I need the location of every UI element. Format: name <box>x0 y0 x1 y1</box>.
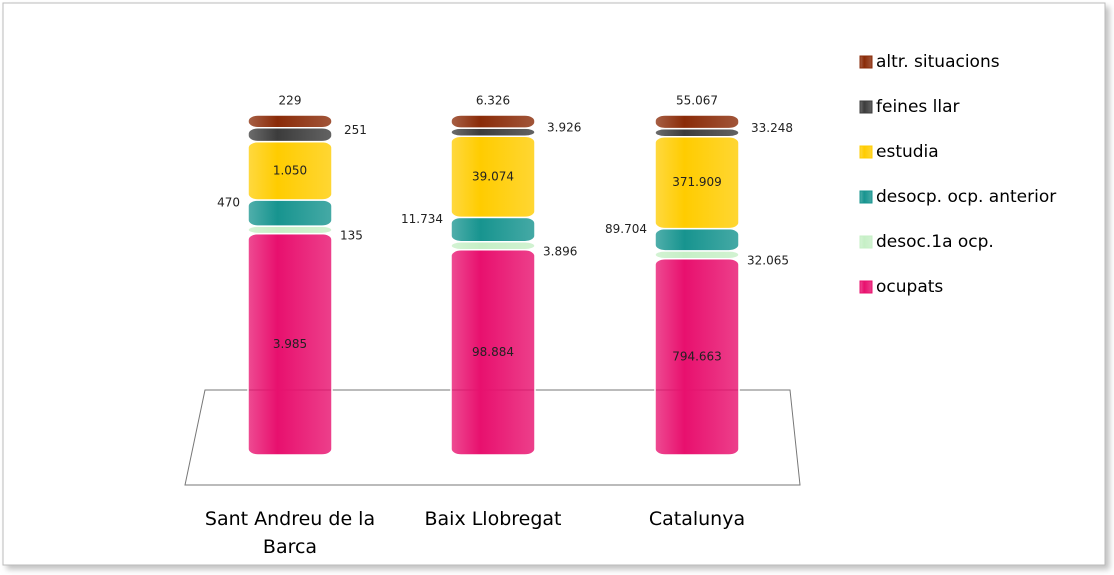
data-label: 371.909 <box>672 175 722 189</box>
data-label: 251 <box>344 123 367 137</box>
x-tick-label: Sant Andreu de la Barca <box>204 508 376 558</box>
legend-label: feines llar <box>876 97 960 117</box>
data-label: 6.326 <box>476 94 510 108</box>
data-label: 39.074 <box>472 169 514 183</box>
bar-segment <box>450 127 536 138</box>
bar-segment <box>654 250 740 260</box>
data-label: 3.896 <box>543 244 577 258</box>
data-label: 89.704 <box>605 222 647 236</box>
bar-segment <box>247 114 333 129</box>
data-label: 32.065 <box>747 253 789 267</box>
bar-segment <box>450 114 536 129</box>
bar-segment <box>654 227 740 252</box>
data-label: 3.985 <box>273 337 307 351</box>
bar-segment <box>247 126 333 143</box>
legend-swatch <box>859 280 873 294</box>
legend-swatch <box>859 190 873 204</box>
legend-swatch <box>859 100 873 114</box>
data-label: 470 <box>217 196 240 210</box>
data-label: 229 <box>279 94 302 108</box>
bar-segment <box>450 240 536 251</box>
bar-segment <box>654 127 740 138</box>
data-label: 11.734 <box>401 212 443 226</box>
data-label: 98.884 <box>472 345 514 359</box>
data-label: 794.663 <box>672 349 722 363</box>
legend-label: ocupats <box>876 277 943 297</box>
data-label: 1.050 <box>273 163 307 177</box>
bar-segment <box>247 199 333 227</box>
legend-label: desoc.1a ocp. <box>876 232 994 252</box>
data-label: 33.248 <box>751 121 793 135</box>
legend-swatch <box>859 235 873 249</box>
legend-label: altr. situacions <box>876 52 1000 72</box>
bar-segment <box>450 216 536 243</box>
legend-swatch <box>859 145 873 159</box>
legend-label: desocp. ocp. anterior <box>876 187 1056 207</box>
bar-segment <box>247 225 333 235</box>
legend-swatch <box>859 55 873 69</box>
data-label: 55.067 <box>676 94 718 108</box>
bar-segment <box>654 114 740 130</box>
x-tick-label: Baix Llobregat <box>424 508 562 530</box>
legend-label: estudia <box>876 142 939 162</box>
data-label: 135 <box>340 228 363 242</box>
data-label: 3.926 <box>547 121 581 135</box>
x-tick-label: Catalunya <box>648 508 746 530</box>
